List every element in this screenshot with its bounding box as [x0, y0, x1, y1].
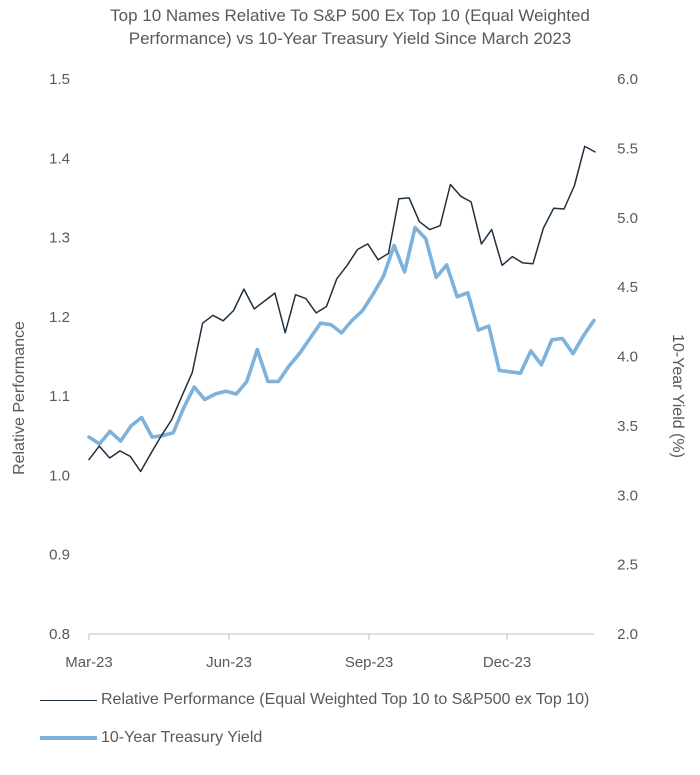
left-axis-label: Relative Performance — [11, 321, 28, 475]
x-tick-label: Dec-23 — [483, 654, 531, 671]
x-tick-label: Mar-23 — [65, 654, 113, 671]
left-tick-label: 1.0 — [49, 467, 70, 484]
left-tick-label: 1.3 — [49, 230, 70, 247]
left-tick-label: 1.4 — [49, 150, 70, 167]
chart-title: Top 10 Names Relative To S&P 500 Ex Top … — [0, 4, 700, 50]
right-axis-ticks: 2.0 2.5 3.0 3.5 4.0 4.5 5.0 5.5 6.0 — [617, 71, 638, 643]
right-axis-label: 10-Year Yield (%) — [669, 334, 686, 458]
legend-swatch-relative-performance — [40, 699, 97, 701]
x-axis-ticks: Mar-23 Jun-23 Sep-23 Dec-23 — [65, 654, 531, 671]
legend-item-treasury-yield: 10-Year Treasury Yield — [40, 729, 262, 747]
left-axis-ticks: 0.8 0.9 1.0 1.1 1.2 1.3 1.4 1.5 — [49, 71, 70, 643]
left-tick-label: 1.1 — [49, 388, 70, 405]
right-tick-label: 2.0 — [617, 626, 638, 643]
chart-title-line-2: Performance) vs 10-Year Treasury Yield S… — [128, 29, 572, 48]
legend-item-relative-performance: Relative Performance (Equal Weighted Top… — [40, 691, 589, 709]
right-tick-label: 4.5 — [617, 279, 638, 296]
x-tick-label: Sep-23 — [345, 654, 393, 671]
right-tick-label: 5.5 — [617, 140, 638, 157]
left-tick-label: 1.5 — [49, 71, 70, 88]
left-tick-label: 1.2 — [49, 309, 70, 326]
legend-swatch-treasury-yield — [40, 736, 97, 740]
legend-label-relative-performance: Relative Performance (Equal Weighted Top… — [101, 691, 590, 708]
right-tick-label: 2.5 — [617, 557, 638, 574]
right-tick-label: 3.5 — [617, 418, 638, 435]
x-tick-label: Jun-23 — [206, 654, 252, 671]
series-lines — [87, 145, 596, 473]
left-tick-label: 0.9 — [49, 547, 70, 564]
chart-axes — [88, 633, 594, 640]
relative-performance-line — [88, 145, 596, 473]
legend-label-treasury-yield: 10-Year Treasury Yield — [101, 729, 263, 746]
treasury-yield-line — [87, 225, 596, 446]
left-tick-label: 0.8 — [49, 626, 70, 643]
right-tick-label: 3.0 — [617, 487, 638, 504]
right-tick-label: 5.0 — [617, 210, 638, 227]
chart-title-line-1: Top 10 Names Relative To S&P 500 Ex Top … — [110, 6, 590, 25]
right-tick-label: 4.0 — [617, 349, 638, 366]
right-tick-label: 6.0 — [617, 71, 638, 88]
